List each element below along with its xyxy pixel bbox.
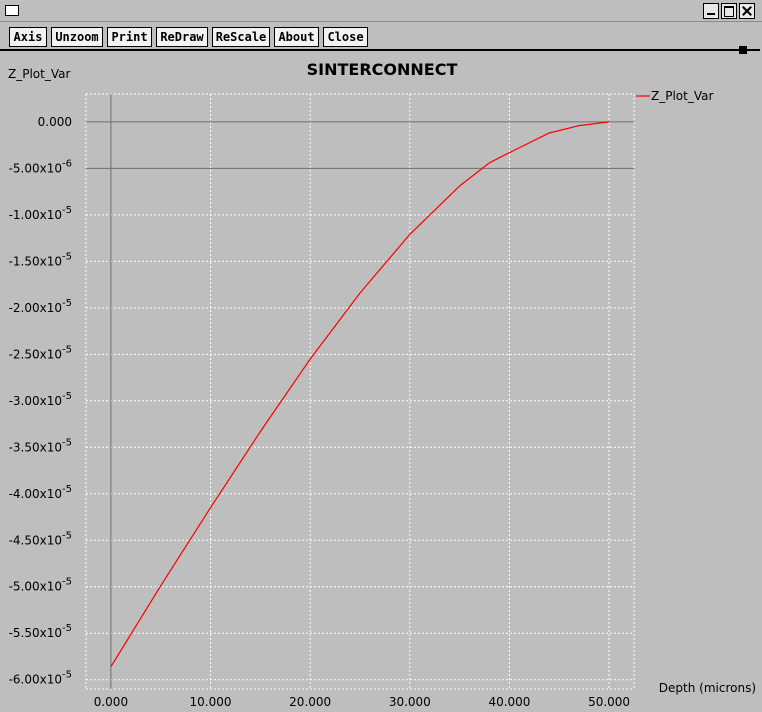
y-tick-label: -6.00x10-5: [9, 670, 72, 687]
y-tick-label: -2.00x10-5: [9, 298, 72, 315]
legend-label: Z_Plot_Var: [651, 89, 713, 103]
redraw-button[interactable]: ReDraw: [156, 27, 208, 47]
about-button[interactable]: About: [274, 27, 319, 47]
chart-title: SINTERCONNECT: [307, 60, 458, 79]
y-ticks: 0.000 -5.00x10-6 -1.00x10-5 -1.50x10-5 -2.00…: [9, 115, 72, 687]
y-tick-label: -2.50x10-5: [9, 344, 72, 361]
y-tick-label: -4.50x10-5: [9, 530, 72, 547]
y-tick-label: -1.50x10-5: [9, 251, 72, 268]
x-tick-label: 40.000: [488, 695, 530, 709]
x-axis-label: Depth (microns): [659, 681, 756, 695]
grid: [85, 93, 635, 690]
legend: Z_Plot_Var: [636, 89, 713, 103]
window-menu-icon[interactable]: [5, 5, 19, 16]
close-button[interactable]: Close: [323, 27, 368, 47]
y-axis-label: Z_Plot_Var: [8, 67, 70, 81]
plot-area: [86, 94, 634, 689]
close-window-icon[interactable]: [739, 3, 755, 19]
y-tick-label: -5.00x10-5: [9, 577, 72, 594]
axes: [86, 94, 634, 689]
x-tick-label: 10.000: [190, 695, 232, 709]
print-button[interactable]: Print: [107, 27, 152, 47]
y-tick-label: 0.000: [38, 115, 72, 129]
axis-button[interactable]: Axis: [9, 27, 47, 47]
toolbar: Axis Unzoom Print ReDraw ReScale About C…: [0, 22, 762, 50]
toolbar-separator: [0, 49, 760, 51]
y-tick-label: -1.00x10-5: [9, 205, 72, 222]
y-tick-label: -3.50x10-5: [9, 437, 72, 454]
y-tick-label: -5.50x10-5: [9, 623, 72, 640]
x-tick-label: 0.000: [94, 695, 128, 709]
x-ticks: 0.000 10.000 20.000 30.000 40.000 50.000: [94, 695, 630, 709]
y-tick-label: -5.00x10-6: [9, 158, 72, 175]
y-tick-label: -4.00x10-5: [9, 484, 72, 501]
maximize-icon[interactable]: [721, 3, 737, 19]
unzoom-button[interactable]: Unzoom: [51, 27, 103, 47]
series-group: [110, 121, 610, 668]
window-titlebar[interactable]: [0, 0, 762, 22]
minimize-icon[interactable]: [703, 3, 719, 19]
series-line: [110, 121, 610, 668]
x-tick-label: 20.000: [289, 695, 331, 709]
rescale-button[interactable]: ReScale: [212, 27, 270, 47]
x-tick-label: 30.000: [389, 695, 431, 709]
resize-handle-icon[interactable]: [739, 46, 747, 54]
x-tick-label: 50.000: [588, 695, 630, 709]
y-tick-label: -3.00x10-5: [9, 391, 72, 408]
